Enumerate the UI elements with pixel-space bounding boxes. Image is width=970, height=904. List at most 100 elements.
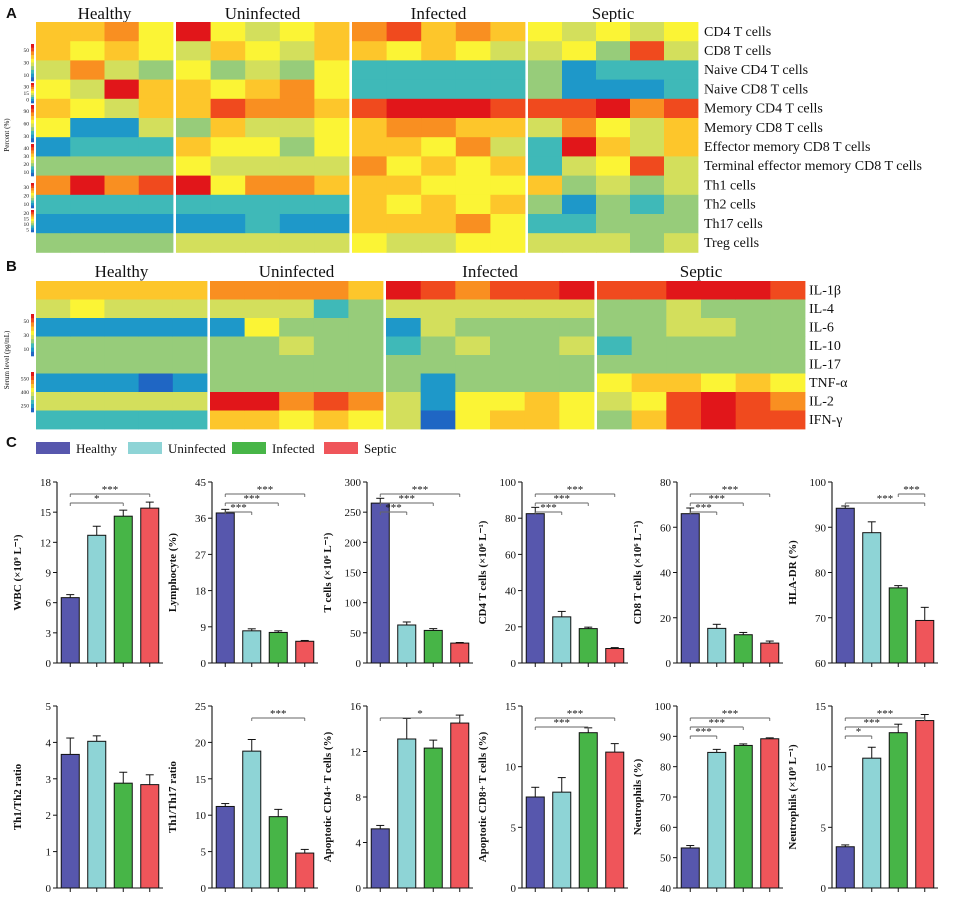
heatmap-b-cell <box>455 373 491 393</box>
heatmap-a-scale-segment <box>31 153 34 158</box>
y-tick-label: 4 <box>356 838 362 850</box>
heatmap-b-cell <box>386 392 422 411</box>
heatmap-a-scale-segment <box>31 203 34 206</box>
y-tick-label: 90 <box>660 731 672 743</box>
heatmap-a-scale-segment <box>31 87 34 90</box>
heatmap-a-cell <box>70 194 105 215</box>
heatmap-a-cell <box>421 137 457 157</box>
heatmap-b-scale-segment <box>31 339 34 344</box>
significance-label: *** <box>385 502 402 514</box>
heatmap-b-cell <box>559 355 595 374</box>
y-tick-label: 20 <box>660 613 672 625</box>
heatmap-a-cell <box>664 98 699 119</box>
heatmap-a-cell <box>386 156 422 176</box>
heatmap-a-cell <box>664 60 699 80</box>
heatmap-a-cell <box>562 41 597 61</box>
y-tick-label: 10 <box>195 810 207 822</box>
bar <box>370 502 390 664</box>
heatmap-a-cell <box>528 214 563 234</box>
y-tick-label: 80 <box>660 477 672 489</box>
heatmap-a-cell <box>104 156 140 176</box>
heatmap-a-cell <box>490 98 526 119</box>
y-tick-label: 36 <box>195 513 207 525</box>
y-tick-label: 0 <box>511 658 517 670</box>
y-tick-label: 8 <box>356 792 362 804</box>
heatmap-b-cell <box>701 373 737 393</box>
heatmap-b-row-label: IL-4 <box>809 302 834 317</box>
heatmap-b-cell <box>279 336 315 356</box>
heatmap-a-scale-segment <box>31 95 34 98</box>
heatmap-a-cell <box>596 22 631 42</box>
y-tick-label: 0 <box>201 883 207 895</box>
heatmap-b-cell <box>524 281 560 300</box>
heatmap-a-scale-segment <box>31 101 34 104</box>
heatmap-a-group-title: Healthy <box>78 4 132 23</box>
heatmap-a-cell <box>630 22 665 42</box>
heatmap-a-cell <box>352 194 387 215</box>
heatmap-b-cell <box>524 392 560 411</box>
y-axis-label: HLA-DR (%) <box>787 540 799 605</box>
significance-label: *** <box>722 708 739 720</box>
significance-label: * <box>94 493 100 505</box>
heatmap-a-cell <box>490 60 526 80</box>
bar <box>295 640 315 664</box>
y-tick-label: 90 <box>815 522 827 534</box>
bar <box>552 791 572 889</box>
heatmap-b-cell <box>138 318 174 337</box>
heatmap-b-cell <box>666 410 702 430</box>
heatmap-a-scale-tick: 10 <box>24 222 30 228</box>
heatmap-a-scale-segment <box>31 123 34 128</box>
heatmap-b-cell <box>701 281 737 300</box>
heatmap-a-cell <box>314 156 350 176</box>
heatmap-a-scale-segment <box>31 223 34 226</box>
heatmap-a-cell <box>176 118 211 138</box>
y-tick-label: 100 <box>810 477 827 489</box>
heatmap-a-row-label: Naive CD4 T cells <box>704 63 808 78</box>
heatmap-a-cell <box>176 233 211 253</box>
heatmap-a-cell <box>562 175 597 196</box>
heatmap-a-cell <box>528 22 563 42</box>
heatmap-b-group-title: Infected <box>462 262 518 281</box>
heatmap-a-cell <box>314 41 350 61</box>
heatmap-a-cell <box>70 60 105 80</box>
y-tick-label: 300 <box>345 477 362 489</box>
heatmap-a-scale-segment <box>31 193 34 196</box>
heatmap-b-cell <box>490 410 526 430</box>
significance-label: *** <box>864 717 881 729</box>
heatmap-b-cell <box>455 355 491 374</box>
heatmap-b-row-label: IL-10 <box>809 339 841 354</box>
bar <box>578 732 598 889</box>
heatmap-a-scale-segment <box>31 138 34 143</box>
heatmap-a-scale-segment <box>31 172 34 177</box>
significance-label: * <box>417 708 423 720</box>
heatmap-b-cell <box>631 336 667 356</box>
heatmap-b-scale-tick: 50 <box>24 319 30 325</box>
heatmap-a-scale-segment <box>31 119 34 124</box>
heatmap-a-cell <box>279 175 315 196</box>
heatmap-a-cell <box>176 98 211 119</box>
heatmap-b-cell <box>70 355 105 374</box>
heatmap-b-cell <box>420 318 456 337</box>
heatmap-b-cell <box>770 373 806 393</box>
significance-label: *** <box>567 708 584 720</box>
heatmap-a-scale-segment <box>31 205 34 209</box>
heatmap-a-scale-segment <box>31 216 34 220</box>
heatmap-b-scale-segment <box>31 392 34 397</box>
heatmap-a-scale-tick: 50 <box>24 48 30 54</box>
heatmap-a-cell <box>455 60 491 80</box>
heatmap-a-cell <box>279 137 315 157</box>
heatmap-a-cell <box>528 79 563 100</box>
heatmap-a-scale-segment <box>31 85 34 88</box>
heatmap-a-scale-segment <box>31 160 34 164</box>
heatmap-b-scale-segment <box>31 330 34 336</box>
heatmap-a-cell <box>664 118 699 138</box>
heatmap-a-cell <box>421 60 457 80</box>
heatmap-b-cell <box>104 373 139 393</box>
heatmap-b-cell <box>36 410 71 430</box>
bar <box>733 744 753 889</box>
heatmap-b-cell <box>36 392 71 411</box>
y-tick-label: 6 <box>46 598 52 610</box>
heatmap-a-scale-segment <box>31 51 34 56</box>
